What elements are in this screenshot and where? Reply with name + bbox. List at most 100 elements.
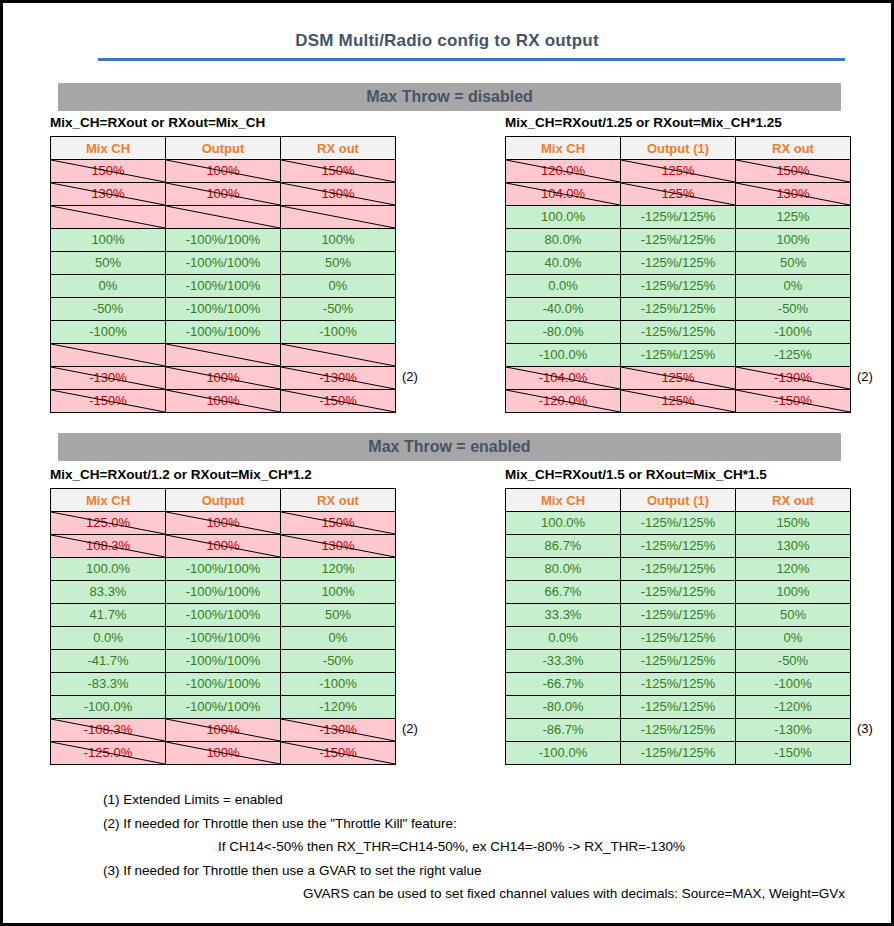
column-header: RX out bbox=[281, 489, 396, 512]
table-cell: -100%/100% bbox=[166, 321, 281, 344]
cell-value: -100%/100% bbox=[186, 321, 260, 343]
table-cell: 0% bbox=[51, 275, 166, 298]
cell-value: 0.0% bbox=[548, 627, 578, 649]
table-cell: 150% bbox=[736, 160, 851, 183]
cell-value: -104.0% bbox=[539, 367, 587, 389]
data-table: Mix CHOutput (1)RX out120.0%125%150%104.… bbox=[505, 136, 851, 413]
cell-value: -100.0% bbox=[539, 344, 587, 366]
table-row: 66.7%-125%/125%100% bbox=[506, 581, 851, 604]
cell-value: -125%/125% bbox=[641, 719, 715, 741]
table-cell: 0.0% bbox=[51, 627, 166, 650]
table-cell: -100%/100% bbox=[166, 581, 281, 604]
table-cell: -100.0% bbox=[506, 742, 621, 765]
cell-value: -100%/100% bbox=[186, 650, 260, 672]
table-cell: 120% bbox=[736, 558, 851, 581]
table-cell: 100.0% bbox=[51, 558, 166, 581]
table-cell: -100% bbox=[736, 673, 851, 696]
cell-value: -40.0% bbox=[542, 298, 583, 320]
table-cell: -125%/125% bbox=[621, 344, 736, 367]
table-cell: 0.0% bbox=[506, 627, 621, 650]
cell-value: -50% bbox=[323, 298, 353, 320]
cell-value: 50% bbox=[780, 252, 806, 274]
footnote-line: (2) If needed for Throttle then use the … bbox=[103, 812, 845, 836]
table-cell: 125% bbox=[621, 390, 736, 413]
title-underline-rule bbox=[98, 58, 845, 61]
table-title: Mix_CH=RXout/1.5 or RXout=Mix_CH*1.5 bbox=[505, 467, 767, 482]
table-cell: 41.7% bbox=[51, 604, 166, 627]
cell-value: -50% bbox=[323, 650, 353, 672]
table-cell: 50% bbox=[736, 252, 851, 275]
table-title: Mix_CH=RXout/1.2 or RXout=Mix_CH*1.2 bbox=[50, 467, 312, 482]
cell-value: 150% bbox=[91, 160, 124, 182]
cell-value: -125%/125% bbox=[641, 535, 715, 557]
data-table: Mix CHOutputRX out150%100%150%130%100%13… bbox=[50, 136, 396, 413]
cell-value: -130% bbox=[319, 367, 357, 389]
table-row: 0%-100%/100%0% bbox=[51, 275, 396, 298]
table-cell: 108.3% bbox=[51, 535, 166, 558]
table-row: -100.0%-100%/100%-120% bbox=[51, 696, 396, 719]
table-cell: -100%/100% bbox=[166, 252, 281, 275]
table-cell: -125%/125% bbox=[621, 742, 736, 765]
cell-value: -66.7% bbox=[542, 673, 583, 695]
table-row: 80.0%-125%/125%120% bbox=[506, 558, 851, 581]
cell-value: 50% bbox=[325, 604, 351, 626]
column-header: Output bbox=[166, 137, 281, 160]
table-cell: -83.3% bbox=[51, 673, 166, 696]
table-cell: -100%/100% bbox=[166, 558, 281, 581]
cell-value: 100.0% bbox=[541, 512, 585, 534]
table-cell: -100% bbox=[736, 321, 851, 344]
cell-value: -125%/125% bbox=[641, 604, 715, 626]
table-cell: -150% bbox=[281, 390, 396, 413]
cell-value: 130% bbox=[776, 183, 809, 205]
table-cell: 100.0% bbox=[506, 512, 621, 535]
cell-value: -50% bbox=[778, 298, 808, 320]
cell-value: -100.0% bbox=[539, 742, 587, 764]
table-cell: 130% bbox=[51, 183, 166, 206]
table-cell: 0% bbox=[736, 627, 851, 650]
cell-value: -150% bbox=[319, 390, 357, 412]
cell-value: -125%/125% bbox=[641, 344, 715, 366]
table-wrapper: Mix CHOutputRX out150%100%150%130%100%13… bbox=[50, 136, 396, 413]
cell-value: -100% bbox=[319, 673, 357, 695]
table-cell bbox=[281, 344, 396, 367]
cell-value: -100%/100% bbox=[186, 581, 260, 603]
table-cell: -100% bbox=[281, 321, 396, 344]
cell-value: -150% bbox=[774, 390, 812, 412]
column-header: Output bbox=[166, 489, 281, 512]
table-row bbox=[51, 344, 396, 367]
cell-value: 150% bbox=[321, 512, 354, 534]
table-row: 130%100%130% bbox=[51, 183, 396, 206]
document-page: DSM Multi/Radio config to RX output Max … bbox=[0, 0, 894, 926]
table-cell: 50% bbox=[281, 252, 396, 275]
table-row: -80.0%-125%/125%-120% bbox=[506, 696, 851, 719]
cell-value: -150% bbox=[89, 390, 127, 412]
cell-value: 100% bbox=[776, 581, 809, 603]
cell-value: 100% bbox=[206, 512, 239, 534]
table-cell: 80.0% bbox=[506, 558, 621, 581]
cell-value: 40.0% bbox=[545, 252, 582, 274]
section-header-bar: Max Throw = enabled bbox=[58, 433, 841, 461]
table-row: -50%-100%/100%-50% bbox=[51, 298, 396, 321]
table-cell: 125% bbox=[621, 160, 736, 183]
table-cell: -100%/100% bbox=[166, 673, 281, 696]
table-cell: -100%/100% bbox=[166, 696, 281, 719]
cell-value: 100% bbox=[321, 229, 354, 251]
table-cell: -125%/125% bbox=[621, 275, 736, 298]
cell-value: 120% bbox=[776, 558, 809, 580]
cell-value: -125%/125% bbox=[641, 298, 715, 320]
header-row: Mix CHOutput (1)RX out bbox=[506, 137, 851, 160]
table-cell: 100% bbox=[51, 229, 166, 252]
cell-value: 125% bbox=[661, 183, 694, 205]
cell-value: 108.3% bbox=[86, 535, 130, 557]
table-cell bbox=[166, 206, 281, 229]
table-cell: -33.3% bbox=[506, 650, 621, 673]
cell-value: -150% bbox=[774, 742, 812, 764]
table-cell: 100% bbox=[166, 719, 281, 742]
table-cell: 100% bbox=[281, 229, 396, 252]
cell-value: -100%/100% bbox=[186, 252, 260, 274]
cell-value: -100%/100% bbox=[186, 558, 260, 580]
table-cell: 100% bbox=[166, 160, 281, 183]
diagonal-strike-line bbox=[166, 206, 280, 228]
table-cell: -125.0% bbox=[51, 742, 166, 765]
cell-value: -125%/125% bbox=[641, 206, 715, 228]
